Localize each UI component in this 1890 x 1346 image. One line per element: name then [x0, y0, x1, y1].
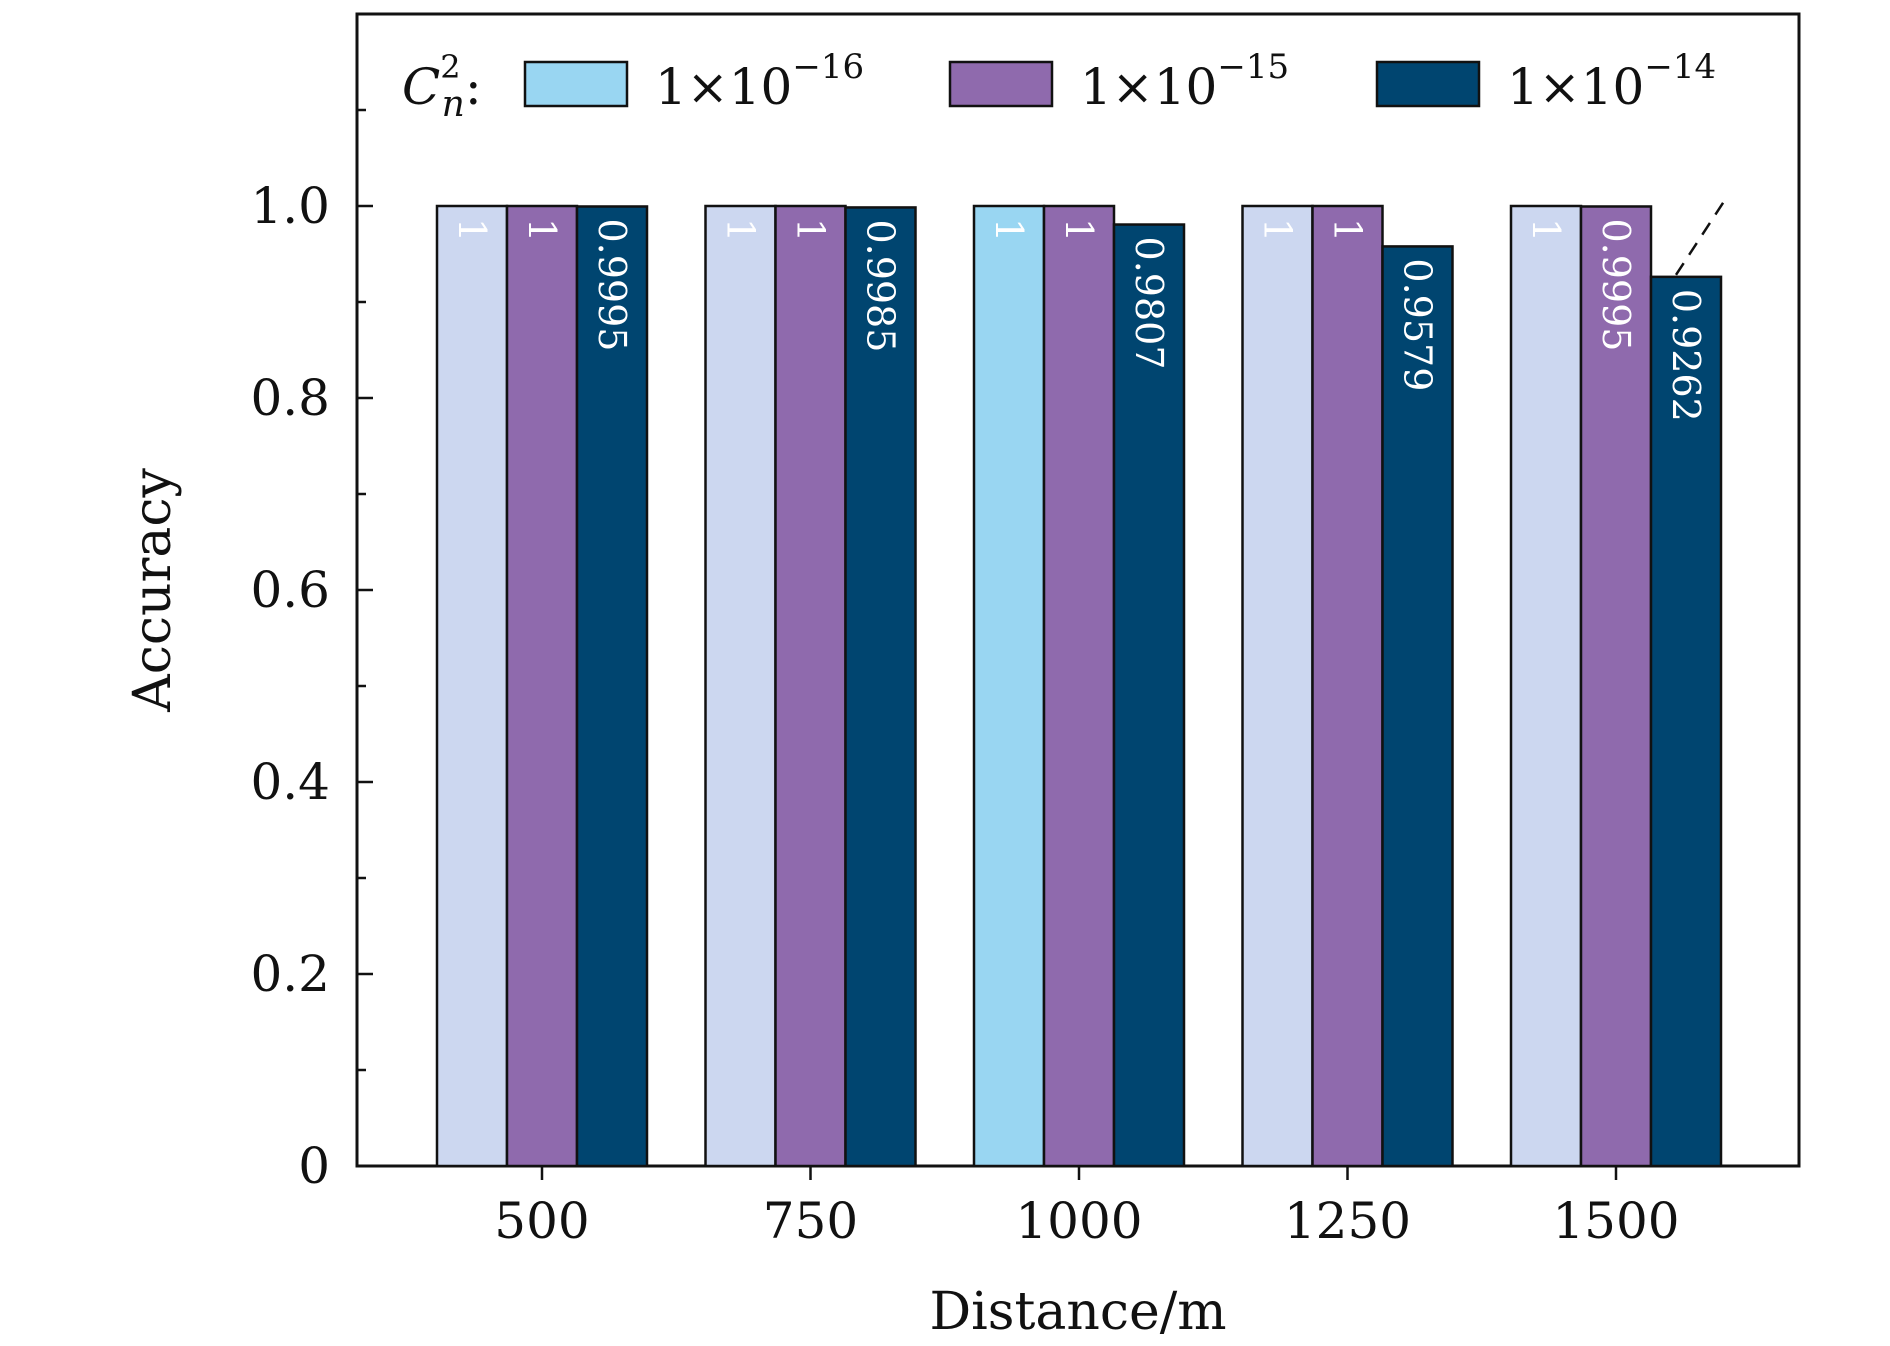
x-tick-label: 1500 — [1552, 1192, 1679, 1250]
bar-value-label: 0.9995 — [1594, 218, 1638, 351]
bar-3-1250 — [1381, 245, 1454, 1168]
bar-1-1500 — [1509, 204, 1583, 1168]
bar-3-500 — [575, 205, 649, 1168]
bar-value-label: 1 — [1524, 218, 1568, 242]
legend-entry-label: 1×10−14 — [1507, 47, 1716, 116]
x-axis-ticks: 500 750 1000 1250 1500 — [494, 1166, 1680, 1250]
y-axis-title: Accuracy — [123, 468, 183, 713]
bar-3-1000 — [1112, 223, 1186, 1168]
bar-2-750 — [774, 204, 847, 1168]
y-tick-label: 0.6 — [250, 561, 330, 619]
bar-2-1000 — [1042, 204, 1116, 1168]
trend-layer — [1674, 196, 1729, 276]
legend-entry-label: 1×10−16 — [655, 47, 864, 116]
y-tick-label: 0 — [298, 1137, 330, 1195]
bar-value-label: 1 — [520, 218, 564, 242]
legend: C2 n: 1×10−16 1×10−15 1×10−14 — [402, 47, 1716, 125]
bar-value-label: 1 — [719, 218, 763, 242]
legend-swatch-3 — [1375, 60, 1481, 108]
bar-value-label: 1 — [789, 218, 833, 242]
legend-entry-label: 1×10−15 — [1080, 47, 1289, 116]
bar-1-1000 — [972, 204, 1046, 1168]
bar-2-1250 — [1311, 204, 1384, 1168]
bar-3-1500 — [1649, 275, 1723, 1168]
bar-value-label: 0.9262 — [1664, 289, 1708, 422]
y-tick-label: 1.0 — [250, 177, 330, 235]
y-tick-label: 0.4 — [250, 753, 330, 811]
bar-2-500 — [505, 204, 579, 1168]
bars-layer: 1 1 1 1 1 1 1 1 1 0.9995 0.9995 0.9985 0.9807 0.9579 0… — [435, 204, 1723, 1168]
y-axis-ticks: 0 0.2 0.4 0.6 0.8 1.0 — [250, 12, 373, 1195]
bar-value-label: 0.9995 — [590, 218, 634, 351]
bar-value-label: 0.9985 — [859, 219, 903, 352]
bar-1-750 — [704, 204, 777, 1168]
legend-swatch-2 — [948, 60, 1054, 108]
bar-3-750 — [844, 206, 917, 1168]
bar-value-label: 1 — [450, 218, 494, 242]
trend-line — [1674, 196, 1729, 276]
bar-value-label: 1 — [1057, 218, 1101, 242]
bar-value-label: 1 — [987, 218, 1031, 242]
x-axis-title: Distance/m — [929, 1282, 1226, 1342]
bar-1-500 — [435, 204, 509, 1168]
x-tick-label: 500 — [494, 1192, 589, 1250]
x-tick-label: 1250 — [1284, 1192, 1411, 1250]
x-tick-label: 1000 — [1015, 1192, 1142, 1250]
bar-value-label: 1 — [1256, 218, 1300, 242]
bar-1-1250 — [1241, 204, 1314, 1168]
bar-value-label: 0.9807 — [1127, 237, 1171, 370]
y-tick-label: 0.2 — [250, 945, 330, 1003]
bar-value-label: 1 — [1326, 218, 1370, 242]
legend-swatch-1 — [523, 60, 629, 108]
legend-title: C2 n: — [402, 48, 482, 125]
x-tick-label: 750 — [763, 1192, 858, 1250]
bar-value-label: 0.9579 — [1396, 258, 1440, 391]
y-tick-label: 0.8 — [250, 369, 330, 427]
